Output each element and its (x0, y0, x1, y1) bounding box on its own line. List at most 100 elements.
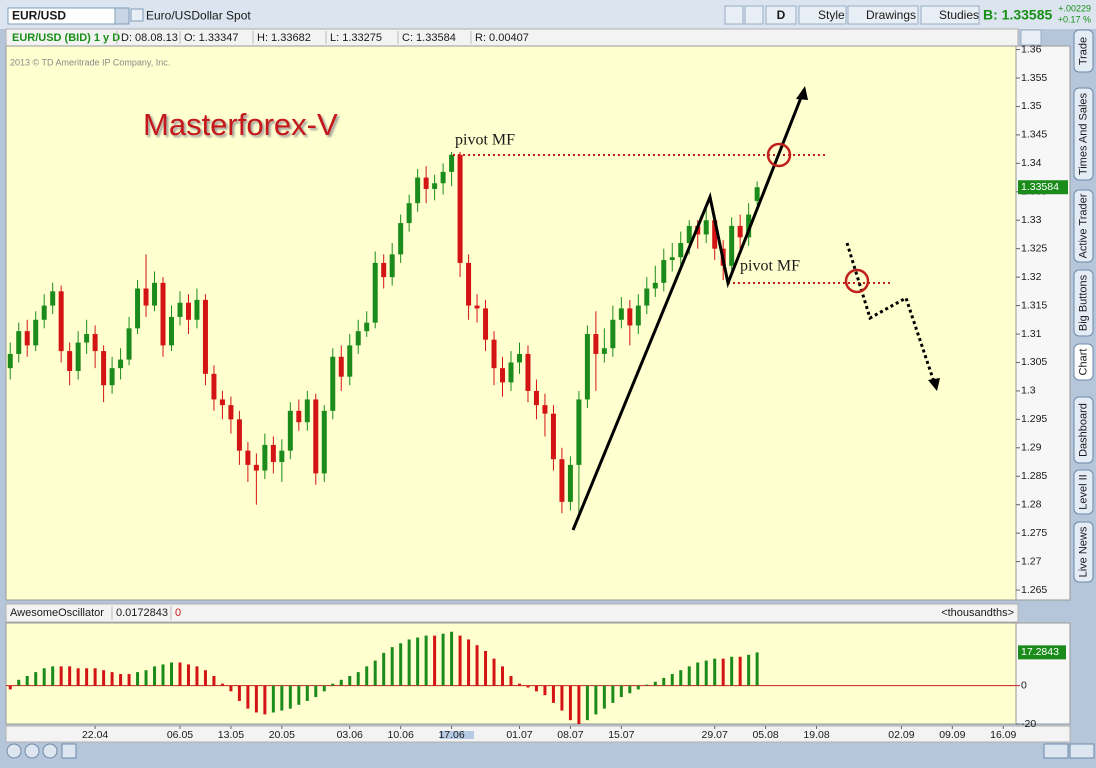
candle-body (16, 331, 22, 354)
scroll-button[interactable] (1069, 743, 1095, 759)
side-tab[interactable] (1073, 269, 1094, 337)
candle-body (661, 260, 667, 283)
oscillator-bar (747, 654, 751, 686)
candle-body (33, 319, 39, 346)
zoom-in-button[interactable] (24, 743, 40, 759)
candle-body (627, 308, 633, 326)
x-tick-label: 17.06 (438, 729, 464, 741)
scroll-button[interactable] (1043, 743, 1069, 759)
candle-body (584, 334, 590, 400)
oscillator-bar (127, 674, 131, 686)
candle-body (406, 203, 412, 224)
x-tick-label: 09.09 (939, 729, 965, 741)
candle-body (177, 302, 183, 317)
y-tick-label: 1.305 (1021, 356, 1047, 368)
period-button[interactable] (765, 5, 797, 25)
candle-body (669, 257, 675, 261)
candle-body (338, 356, 344, 377)
side-tab-label: Live News (1077, 526, 1089, 577)
candle-body (415, 177, 421, 204)
candle-body (296, 410, 302, 423)
oscillator-bar (331, 683, 335, 686)
candle-body (398, 223, 404, 255)
oscillator-bar (543, 685, 547, 696)
oscillator-bar (577, 685, 581, 724)
candle-body (644, 288, 650, 306)
x-tick-label: 15.07 (608, 729, 634, 741)
hand-button[interactable] (61, 743, 77, 759)
x-tick-label: 20.05 (269, 729, 295, 741)
candle-body (364, 322, 370, 332)
scrollbar-thumb[interactable] (440, 731, 474, 739)
drawings-button[interactable] (847, 5, 919, 25)
oscillator-bar (755, 652, 759, 686)
x-tick-label: 13.05 (218, 729, 244, 741)
oscillator-bar (34, 672, 38, 686)
studies-button[interactable] (920, 5, 980, 25)
zoom-out-button[interactable] (42, 743, 58, 759)
side-tab[interactable] (1073, 87, 1094, 181)
oscillator-bar (220, 683, 224, 686)
candle-body (678, 242, 684, 258)
oscillator-bar (322, 685, 326, 692)
side-tab[interactable] (1073, 521, 1094, 583)
symbol-dropdown[interactable] (114, 7, 130, 25)
oscillator-bar (390, 647, 394, 686)
y-tick-label: 1.295 (1021, 413, 1047, 425)
side-tab[interactable] (1073, 469, 1094, 515)
style-button[interactable] (798, 5, 847, 25)
y-tick-label: 1.31 (1021, 328, 1042, 340)
candle-body (559, 459, 565, 502)
oscillator-bar (144, 670, 148, 686)
oscillator-bar (356, 672, 360, 686)
oscillator-bar (441, 633, 445, 686)
oscillator-bar (407, 639, 411, 686)
oscillator-bar (186, 664, 190, 686)
y-tick-label: 1.34 (1021, 157, 1042, 169)
oscillator-bar (645, 684, 649, 686)
oscillator-bar (263, 685, 267, 715)
info-field: EUR/USD (BID) 1 y D (12, 32, 120, 44)
side-tab[interactable] (1073, 189, 1094, 263)
info-field: L: 1.33275 (330, 32, 382, 44)
link-button[interactable] (130, 8, 144, 22)
y-tick-label: 1.285 (1021, 470, 1047, 482)
oscillator-bar (713, 658, 717, 686)
oscillator-bar (76, 668, 80, 686)
oscillator-bar (450, 631, 454, 686)
oscillator-bar (653, 681, 657, 686)
side-tab[interactable] (1073, 396, 1094, 464)
plot: EUR/USD (BID) 1 y D D: 08.08.13 O: 1.33347… (6, 31, 1068, 741)
oscillator-bar (467, 639, 471, 686)
oscillator-bar (119, 674, 123, 686)
candle-body (101, 351, 107, 386)
candle-body (236, 419, 242, 451)
candle-body (466, 262, 472, 306)
candle-body (542, 405, 548, 414)
info-button[interactable] (1020, 29, 1042, 46)
oscillator-bar (280, 685, 284, 711)
x-tick-label: 08.07 (557, 729, 583, 741)
candle-body (67, 351, 73, 371)
x-tick-label: 02.09 (888, 729, 914, 741)
oscillator-bar (68, 666, 72, 686)
candle-body (483, 308, 489, 340)
candle-body (211, 373, 217, 400)
candle-body (245, 450, 251, 465)
pan-button[interactable] (6, 743, 22, 759)
oscillator-bar (560, 685, 564, 711)
oscillator-bar (721, 658, 725, 686)
y-tick-label: 1.27 (1021, 555, 1042, 567)
tool-button[interactable] (744, 5, 764, 25)
y-tick-label: 1.355 (1021, 72, 1047, 84)
tool-button[interactable] (724, 5, 744, 25)
side-tab-label: Dashboard (1077, 403, 1089, 457)
candle-body (118, 359, 124, 369)
side-tab[interactable] (1073, 29, 1094, 73)
oscillator-bar (178, 662, 182, 686)
oscillator-bar (696, 662, 700, 686)
trend-arrow (571, 94, 804, 531)
oscillator-bar (636, 685, 640, 690)
side-tab[interactable] (1073, 343, 1094, 381)
